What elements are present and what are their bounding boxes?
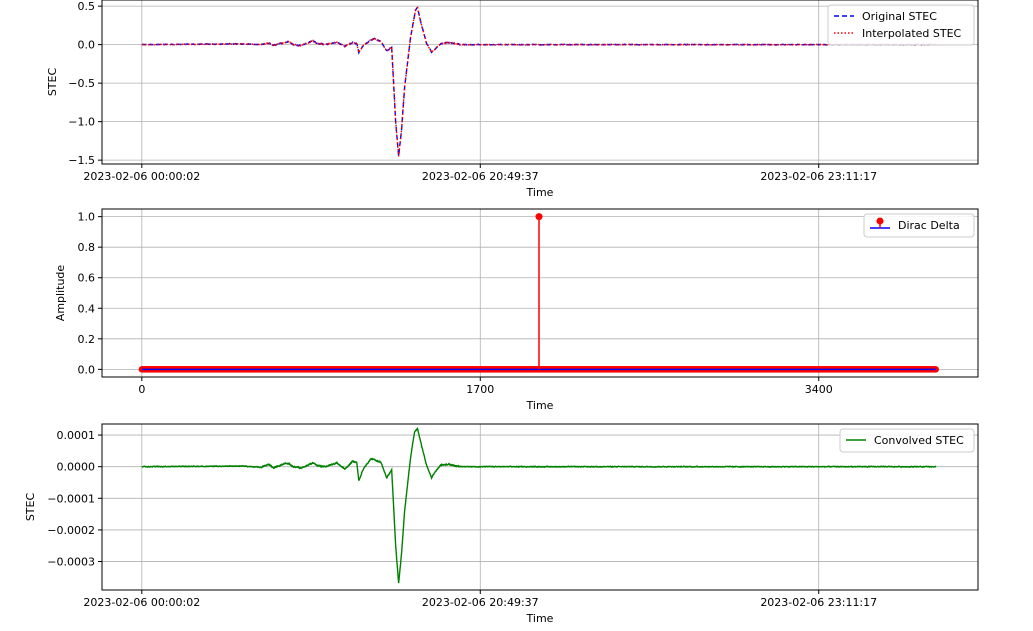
chart-panel-1: 2023-02-06 00:00:02 2023-02-06 20:49:37 20… xyxy=(46,0,979,199)
y-tick-label: 0.6 xyxy=(78,272,96,285)
y-tick-label: −1.5 xyxy=(68,154,95,167)
series-line-original-stec xyxy=(141,6,937,157)
x-axis-label: Time xyxy=(526,612,554,625)
y-tick-label: −0.0003 xyxy=(47,556,95,569)
x-tick-label: 0 xyxy=(138,383,145,396)
axes-frame xyxy=(101,208,979,378)
y-tick-label: −0.0001 xyxy=(47,492,95,505)
x-tick-label: 1700 xyxy=(466,383,494,396)
y-tick-label: 0.2 xyxy=(78,333,96,346)
y-tick-label: 0.0 xyxy=(78,39,96,52)
legend-box xyxy=(863,213,975,238)
legend: Original STEC Interpolated STEC xyxy=(827,4,975,46)
y-tick-label: 1.0 xyxy=(78,211,96,224)
legend: Convolved STEC xyxy=(839,428,975,453)
y-axis-label: STEC xyxy=(24,493,37,522)
y-tick-label: −1.0 xyxy=(68,116,95,129)
legend-swatch-marker xyxy=(876,217,884,225)
x-tick-label: 2023-02-06 20:49:37 xyxy=(422,596,539,609)
x-axis-label: Time xyxy=(526,399,554,412)
series-line-interpolated-stec xyxy=(141,6,937,157)
y-axis-label: STEC xyxy=(46,68,59,97)
y-tick-label: 0.0000 xyxy=(57,461,96,474)
x-axis-label: Time xyxy=(526,186,554,199)
chart-panel-2: 0 1700 3400 0.0 0.2 0.4 0.6 0.8 1.0 Time Amplitude… xyxy=(54,208,979,412)
x-tick-label: 2023-02-06 00:00:02 xyxy=(83,596,200,609)
legend-label: Original STEC xyxy=(862,10,937,23)
y-tick-label: 0.8 xyxy=(78,241,96,254)
series-line-convolved-stec xyxy=(141,426,937,584)
y-tick-label: 0.0 xyxy=(78,363,96,376)
axes-frame xyxy=(101,0,979,165)
legend-box xyxy=(839,428,975,453)
x-tick-label: 2023-02-06 23:11:17 xyxy=(760,170,877,183)
y-axis-label: Amplitude xyxy=(54,265,67,322)
y-tick-label: 0.0001 xyxy=(57,429,96,442)
y-tick-label: 0.4 xyxy=(78,302,96,315)
legend-label: Convolved STEC xyxy=(874,434,964,447)
legend-box xyxy=(827,4,975,46)
chart-panel-3: 2023-02-06 00:00:02 2023-02-06 20:49:37 20… xyxy=(24,423,979,625)
y-tick-label: −0.5 xyxy=(68,77,95,90)
legend-label: Dirac Delta xyxy=(898,219,960,232)
x-tick-label: 2023-02-06 23:11:17 xyxy=(760,596,877,609)
x-tick-label: 2023-02-06 00:00:02 xyxy=(83,170,200,183)
legend-label: Interpolated STEC xyxy=(862,27,962,40)
legend: Dirac Delta xyxy=(863,213,975,238)
y-tick-label: 0.5 xyxy=(78,0,96,13)
grid-lines xyxy=(102,424,978,590)
axes-frame xyxy=(101,423,979,591)
x-tick-label: 2023-02-06 20:49:37 xyxy=(422,170,539,183)
grid-lines xyxy=(102,209,978,377)
stem-impulse-marker xyxy=(535,213,543,221)
y-tick-label: −0.0002 xyxy=(47,524,95,537)
x-tick-label: 3400 xyxy=(805,383,833,396)
